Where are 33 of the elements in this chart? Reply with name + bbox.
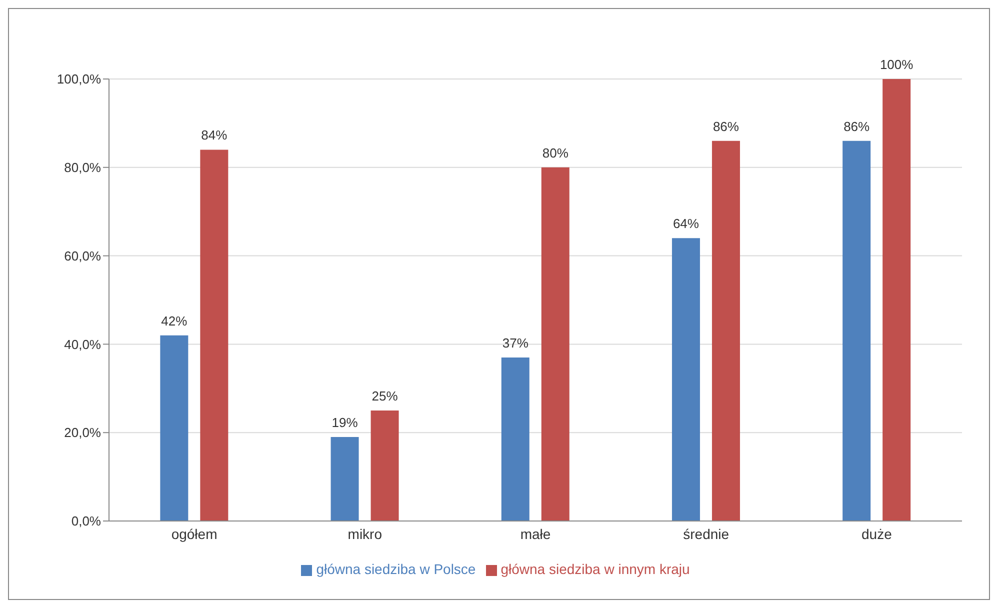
x-tick-label: średnie <box>683 526 730 542</box>
data-label: 84% <box>201 128 228 143</box>
legend-label: główna siedziba w innym kraju <box>500 561 690 577</box>
bar <box>501 357 530 521</box>
x-tick-label: mikro <box>348 526 382 542</box>
x-tick-label: duże <box>862 526 892 542</box>
y-tick-label: 40,0% <box>64 336 102 352</box>
y-tick-label: 100,0% <box>56 72 102 87</box>
bar <box>541 167 570 521</box>
x-tick-label: ogółem <box>171 526 218 542</box>
data-label: 37% <box>502 335 529 350</box>
y-tick-label: 20,0% <box>64 425 102 440</box>
bar <box>712 140 740 521</box>
y-tick-label: 80,0% <box>64 160 102 176</box>
bar <box>160 335 188 521</box>
data-label: 19% <box>332 415 358 430</box>
bar <box>370 410 399 521</box>
x-tick-label: małe <box>520 526 551 542</box>
bar <box>882 79 911 521</box>
data-label: 42% <box>161 313 188 328</box>
data-label: 86% <box>712 118 740 134</box>
data-label: 80% <box>542 145 569 160</box>
data-label: 25% <box>372 388 398 404</box>
bar <box>200 150 228 521</box>
data-label: 86% <box>844 118 870 134</box>
data-label: 64% <box>672 216 700 232</box>
data-label: 100% <box>880 57 914 72</box>
y-tick-label: 0,0% <box>71 514 102 529</box>
bar <box>330 437 359 521</box>
bar <box>842 140 871 521</box>
bar <box>672 238 700 521</box>
y-tick-label: 60,0% <box>64 248 102 264</box>
legend-label: główna siedziba w Polsce <box>316 561 476 577</box>
